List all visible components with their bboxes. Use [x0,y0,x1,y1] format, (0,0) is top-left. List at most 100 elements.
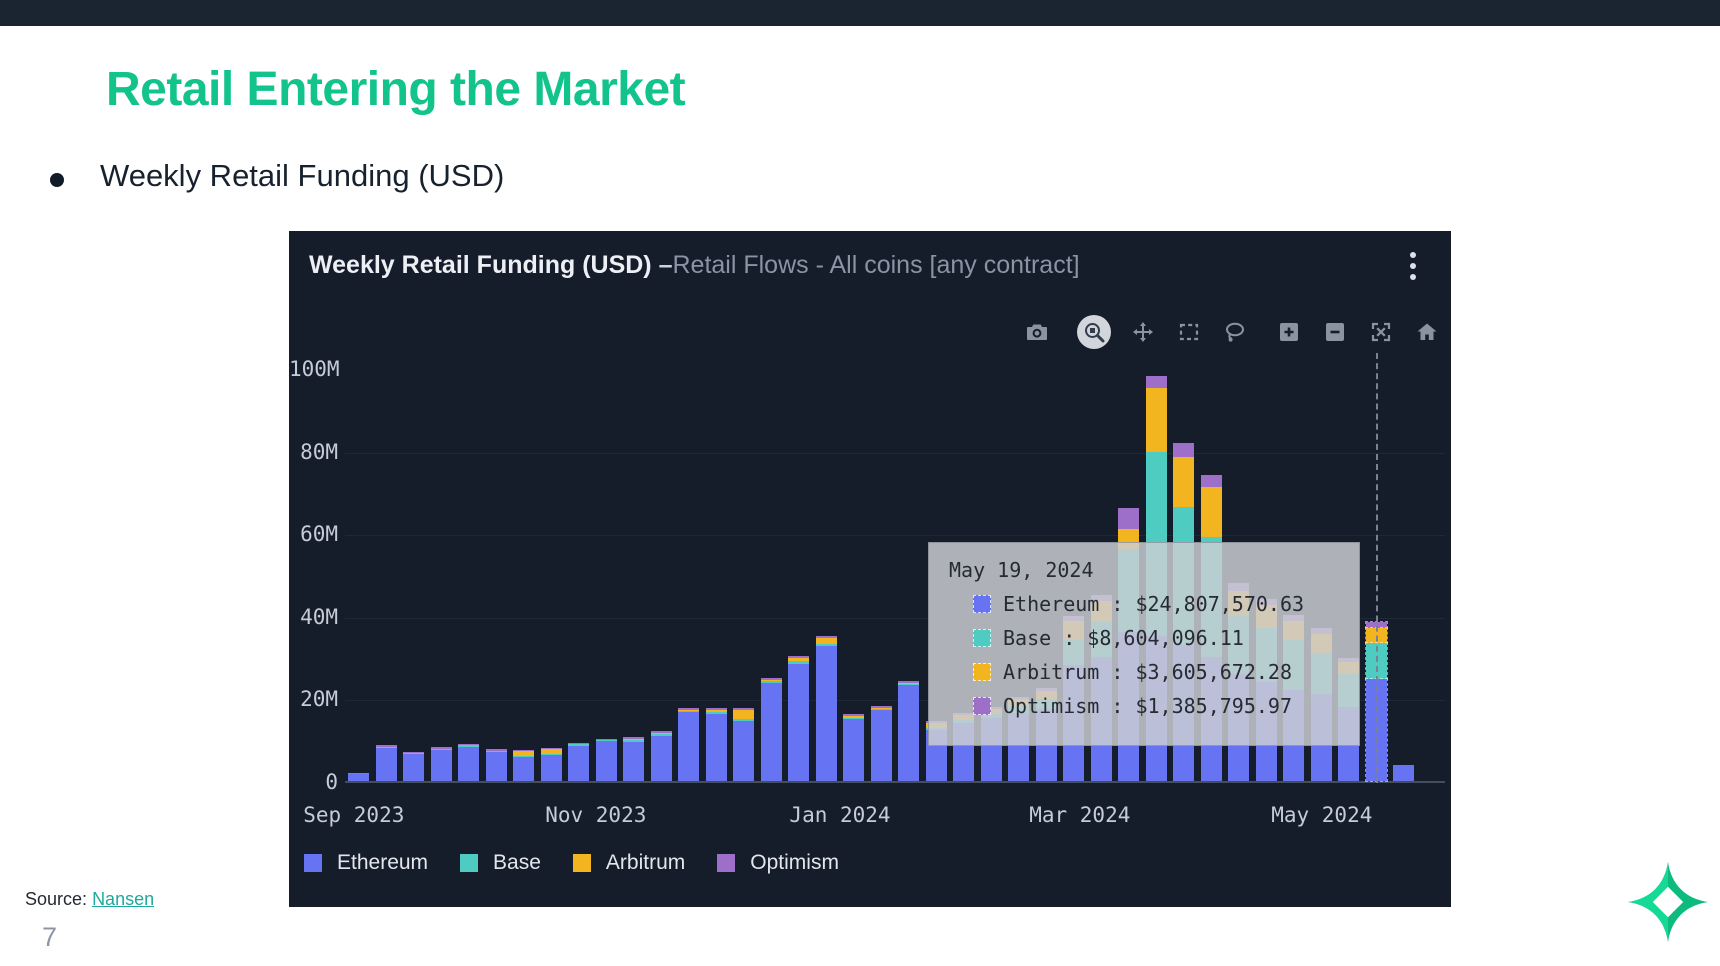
zoom-button[interactable] [1077,315,1111,349]
bar-segment-ethereum[interactable] [678,712,700,781]
bar-segment-optimism[interactable] [1118,508,1140,529]
bar-week-2023-10-01[interactable] [458,744,480,781]
bar-week-2024-05-26[interactable] [1393,765,1415,781]
bar-segment-arbitrum[interactable] [705,710,727,712]
bar-segment-arbitrum[interactable] [843,716,865,718]
bar-segment-base[interactable] [870,709,892,710]
bar-week-2023-12-31[interactable] [815,636,837,781]
bar-segment-optimism[interactable] [1200,475,1222,487]
bar-segment-arbitrum[interactable] [870,708,892,709]
bar-segment-base[interactable] [843,718,865,719]
bar-segment-optimism[interactable] [898,681,920,683]
bar-segment-optimism[interactable] [705,708,727,710]
bar-segment-optimism[interactable] [375,745,397,747]
source-link[interactable]: Nansen [92,889,155,909]
legend-item-arbitrum[interactable]: Arbitrum [572,851,685,875]
bar-week-2023-11-12[interactable] [623,737,645,781]
bar-segment-optimism[interactable] [458,744,480,745]
bar-segment-optimism[interactable] [733,708,755,710]
box-select-button[interactable] [1175,318,1203,346]
bar-segment-base[interactable] [733,719,755,721]
bar-segment-ethereum[interactable] [650,736,672,781]
bar-week-2023-09-24[interactable] [430,747,452,781]
bar-segment-arbitrum[interactable] [788,658,810,661]
bar-segment-optimism[interactable] [1145,376,1167,388]
bar-segment-arbitrum[interactable] [815,638,837,644]
bar-segment-ethereum[interactable] [568,746,590,781]
reset-home-button[interactable] [1413,318,1441,346]
bar-week-2023-10-29[interactable] [568,743,590,781]
bar-week-2023-09-17[interactable] [403,752,425,781]
bar-week-2024-01-21[interactable] [898,681,920,781]
bar-segment-base[interactable] [650,734,672,736]
bar-segment-arbitrum[interactable] [898,683,920,684]
bar-segment-arbitrum[interactable] [540,749,562,754]
bar-week-2023-10-15[interactable] [513,750,535,781]
bar-segment-base[interactable] [788,661,810,664]
bar-week-2023-09-03[interactable] [348,773,370,781]
bar-week-2023-11-05[interactable] [595,739,617,781]
bar-segment-optimism[interactable] [870,706,892,708]
bar-week-2023-12-17[interactable] [760,678,782,781]
bar-segment-arbitrum[interactable] [760,680,782,681]
bar-segment-ethereum[interactable] [870,710,892,781]
bar-segment-arbitrum[interactable] [623,739,645,740]
bar-segment-optimism[interactable] [623,737,645,739]
zoom-out-button[interactable] [1321,318,1349,346]
bar-segment-optimism[interactable] [540,748,562,749]
bar-segment-ethereum[interactable] [430,750,452,781]
bar-segment-ethereum[interactable] [843,719,865,781]
bar-segment-ethereum[interactable] [403,754,425,781]
bar-segment-ethereum[interactable] [898,685,920,781]
bar-segment-base[interactable] [705,712,727,714]
bar-week-2024-01-07[interactable] [843,714,865,781]
legend-item-ethereum[interactable]: Ethereum [304,851,428,875]
bar-segment-optimism[interactable] [430,747,452,749]
legend-item-optimism[interactable]: Optimism [717,851,839,875]
bar-segment-ethereum[interactable] [375,748,397,781]
bar-segment-ethereum[interactable] [1393,765,1415,781]
bar-segment-base[interactable] [458,745,480,747]
bar-segment-arbitrum[interactable] [1145,388,1167,452]
bar-segment-base[interactable] [678,711,700,712]
bar-segment-base[interactable] [403,753,425,754]
bar-segment-base[interactable] [513,756,535,757]
bar-segment-optimism[interactable] [788,656,810,658]
bar-segment-optimism[interactable] [760,678,782,680]
bar-segment-ethereum[interactable] [705,714,727,781]
bar-week-2023-12-03[interactable] [705,708,727,781]
bar-segment-ethereum[interactable] [760,683,782,781]
pan-button[interactable] [1129,318,1157,346]
bar-segment-optimism[interactable] [513,750,535,751]
bar-segment-arbitrum[interactable] [1200,487,1222,537]
bar-segment-optimism[interactable] [1173,443,1195,457]
bar-week-2023-11-19[interactable] [650,731,672,781]
bar-week-2023-12-10[interactable] [733,708,755,781]
bar-week-2023-12-24[interactable] [788,656,810,781]
bar-segment-arbitrum[interactable] [733,710,755,719]
bar-segment-arbitrum[interactable] [513,751,535,756]
bar-week-2023-10-22[interactable] [540,748,562,781]
bar-segment-base[interactable] [485,751,507,752]
bar-segment-base[interactable] [430,749,452,750]
bar-segment-ethereum[interactable] [540,755,562,781]
bar-segment-base[interactable] [595,740,617,741]
bar-week-2023-09-10[interactable] [375,745,397,781]
bar-segment-ethereum[interactable] [595,741,617,781]
bar-week-2024-01-14[interactable] [870,706,892,781]
bar-segment-base[interactable] [540,754,562,755]
bar-segment-ethereum[interactable] [815,646,837,781]
bar-segment-optimism[interactable] [403,752,425,753]
camera-button[interactable] [1023,318,1051,346]
bar-segment-ethereum[interactable] [513,757,535,781]
bar-segment-arbitrum[interactable] [678,710,700,711]
bar-segment-base[interactable] [815,644,837,646]
bar-segment-ethereum[interactable] [733,721,755,781]
bar-segment-ethereum[interactable] [788,664,810,781]
bar-segment-optimism[interactable] [568,743,590,744]
bar-segment-base[interactable] [623,740,645,742]
bar-segment-arbitrum[interactable] [650,733,672,734]
bar-segment-base[interactable] [375,747,397,748]
bar-segment-ethereum[interactable] [623,742,645,781]
bar-segment-optimism[interactable] [678,708,700,710]
